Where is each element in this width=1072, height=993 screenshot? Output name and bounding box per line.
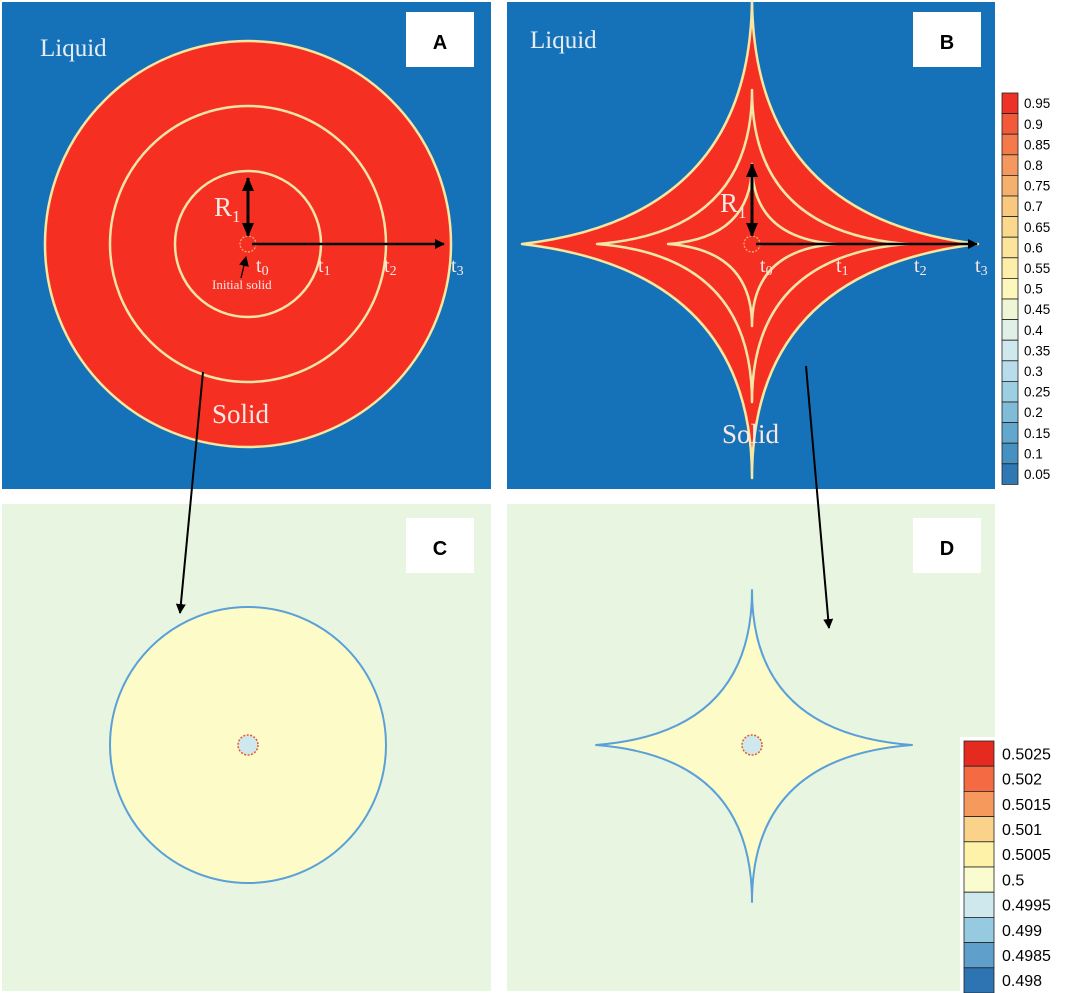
time-label-t2: t2: [914, 255, 927, 279]
liquid-label: Liquid: [40, 35, 107, 62]
initial-seed: [741, 734, 763, 756]
legend-swatch: [1001, 319, 1019, 341]
legend-label: 0.4985: [1002, 948, 1051, 965]
legend-swatch: [1001, 442, 1019, 465]
initial-solid-label: Initial solid: [212, 277, 272, 292]
legend-swatch: [1001, 422, 1019, 444]
legend-swatch: [1001, 195, 1019, 218]
time-label-t1: t1: [836, 255, 849, 279]
panel-d: D: [507, 504, 995, 991]
panel-c: C: [2, 504, 491, 991]
time-label-t3: t3: [975, 255, 988, 279]
legend-swatch: [1001, 298, 1019, 321]
legend-swatch: [1001, 257, 1019, 279]
legend-label: 0.45: [1024, 302, 1050, 317]
interface-t1: [666, 162, 838, 328]
legend-swatch: [1001, 174, 1019, 197]
legend-top: 0.95 0.9 0.85 0.8 0.75 0.7 0.65 0.6 0.55 0.5 0.45 0…: [998, 89, 1069, 489]
legend-swatch: [1001, 216, 1019, 238]
legend-label: 0.501: [1002, 822, 1042, 839]
panel-b: B Liquid Solid R1 t0 t1 t2 t3: [507, 2, 995, 489]
time-label-t0: t0: [760, 255, 773, 279]
panel-letter: C: [433, 538, 447, 560]
legend-label: 0.5025: [1002, 746, 1051, 763]
legend-label: 0.75: [1024, 179, 1050, 194]
legend-bottom: 0.5025 0.502 0.5015 0.501 0.5005 0.5 0.4995 0.4…: [960, 737, 1056, 993]
legend-label: 0.25: [1024, 385, 1050, 400]
panel-a: A Liquid Solid R1 t0 t1 t2 t3 Initial so…: [2, 2, 491, 489]
legend-label: 0.1: [1024, 446, 1043, 461]
legend-swatch: [1001, 380, 1019, 403]
legend-swatch: [963, 866, 995, 893]
time-label-t3: t3: [451, 255, 464, 279]
legend-label: 0.2: [1024, 405, 1043, 420]
r1-label: R1: [720, 188, 747, 222]
panel-letter: D: [940, 538, 954, 560]
legend-swatch: [1001, 113, 1019, 135]
legend-swatch: [963, 791, 995, 818]
legend-label: 0.95: [1024, 96, 1050, 111]
legend-swatch: [1001, 236, 1019, 259]
legend-swatch: [1001, 133, 1019, 156]
initial-solid-pointer: [239, 256, 249, 279]
r1-label: R1: [214, 192, 241, 226]
legend-label: 0.498: [1002, 973, 1042, 990]
legend-swatch: [963, 740, 995, 767]
legend-label: 0.5: [1024, 282, 1043, 297]
legend-swatch: [1001, 360, 1019, 382]
legend-label: 0.65: [1024, 220, 1050, 235]
legend-swatch: [963, 841, 995, 868]
time-label-t1: t1: [318, 255, 331, 279]
panel-label-box: [406, 518, 474, 573]
interface-t2: [595, 88, 910, 404]
legend-swatch: [1001, 339, 1019, 362]
solid-region: [43, 39, 453, 449]
panel-label-box: [913, 518, 981, 573]
legend-swatch: [963, 765, 995, 792]
panel-letter: B: [940, 32, 954, 54]
liquid-label: Liquid: [530, 27, 597, 54]
legend-swatch: [963, 891, 995, 918]
zoom-arrow-a-to-c: [175, 371, 204, 614]
legend-label: 0.5: [1002, 872, 1024, 889]
panel-letter: A: [433, 32, 447, 54]
legend-label: 0.9: [1024, 117, 1043, 132]
panel-label-box: [406, 12, 474, 67]
legend-label: 0.3: [1024, 364, 1043, 379]
time-label-t2: t2: [384, 255, 397, 279]
legend-label: 0.8: [1024, 158, 1043, 173]
legend-swatch: [963, 942, 995, 969]
solid-region: [520, 2, 980, 480]
legend-label: 0.4: [1024, 323, 1043, 338]
legend-label: 0.55: [1024, 261, 1050, 276]
legend-label: 0.5015: [1002, 797, 1051, 814]
legend-swatch: [1001, 277, 1019, 300]
legend-swatch: [1001, 463, 1019, 485]
legend-label: 0.05: [1024, 467, 1050, 482]
legend-swatch: [1001, 92, 1019, 115]
legend-swatch: [1001, 401, 1019, 424]
legend-swatch: [963, 917, 995, 944]
legend-label: 0.502: [1002, 772, 1042, 789]
zoom-arrow-b-to-d: [805, 365, 834, 629]
legend-label: 0.4995: [1002, 898, 1051, 915]
solid-label: Solid: [212, 399, 270, 429]
legend-swatch: [1001, 154, 1019, 176]
panel-label-box: [913, 12, 981, 67]
initial-seed: [237, 734, 259, 756]
time-label-t0: t0: [256, 255, 269, 279]
legend-label: 0.6: [1024, 240, 1043, 255]
legend-swatch: [963, 967, 995, 993]
legend-label: 0.499: [1002, 923, 1042, 940]
legend-label: 0.35: [1024, 343, 1050, 358]
solid-label: Solid: [722, 419, 780, 449]
legend-label: 0.15: [1024, 426, 1050, 441]
legend-swatch: [963, 816, 995, 843]
legend-label: 0.85: [1024, 137, 1050, 152]
legend-label: 0.7: [1024, 199, 1043, 214]
legend-label: 0.5005: [1002, 847, 1051, 864]
